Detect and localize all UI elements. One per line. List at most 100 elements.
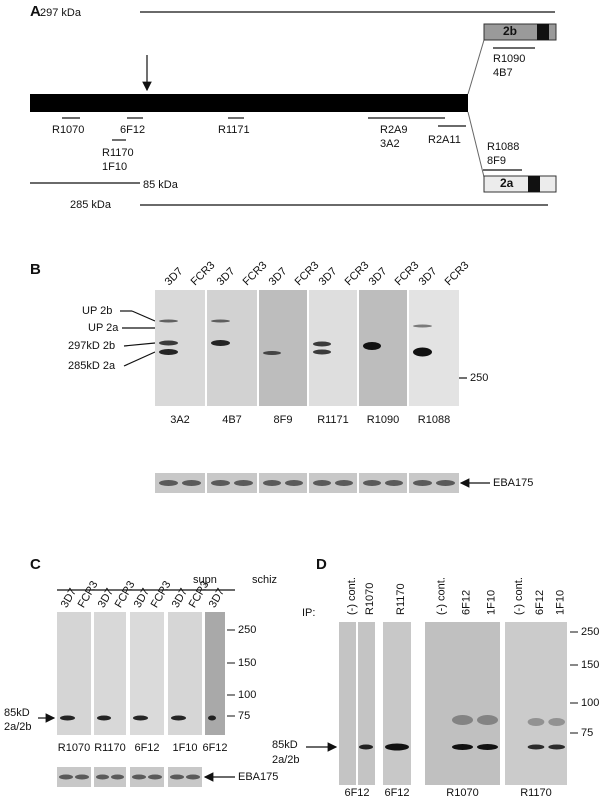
antibody-label: R2A11 [428,134,461,146]
antibody-label: R1171 [317,414,349,426]
band [263,480,281,486]
antibody-label: 8F9 [487,155,506,167]
band [452,744,473,750]
lane-label: 3D7 [215,265,238,288]
antibody-label: R1070 [52,124,84,136]
band-label: 85kD [272,739,298,751]
lane-label: 1F10 [485,590,497,615]
band [335,480,353,486]
lane-label: 6F12 [534,590,546,615]
band [170,774,184,780]
marker-label: 150 [238,657,256,669]
loading-label: EBA175 [238,771,278,783]
loading-blot [409,473,459,493]
lane-label: FCR3 [241,259,270,288]
blot [130,612,164,735]
isoform-label: 2b [503,24,517,38]
blot [207,290,257,406]
lane-label: 6F12 [460,590,472,615]
blot [94,612,126,735]
band [313,341,331,347]
panel-label: D [316,556,327,573]
band [436,480,455,486]
band-label: 85kD [4,707,30,719]
band [385,480,403,486]
lane-label: FCR3 [293,259,322,288]
loading-blot [309,473,357,493]
mw-label: 297 kDa [40,7,82,19]
blot [57,612,91,735]
blot [409,290,459,406]
band [313,480,331,486]
antibody-label: 8F9 [274,414,293,426]
lane-label: FCR3 [393,259,422,288]
antibody-label: 6F12 [202,742,227,754]
loading-blot [207,473,257,493]
loading-blot [155,473,205,493]
band [413,324,432,328]
antibody-label: 3A2 [380,138,400,150]
lane-label: FCR3 [443,259,472,288]
antibody-label: 1F10 [172,742,197,754]
antibody-label: 4B7 [493,67,513,79]
band [363,480,381,486]
band [75,774,89,780]
band-label: 2a/2b [4,721,32,733]
band-label: UP 2b [82,305,112,317]
band [548,744,566,750]
antibody-label: 6F12 [384,787,409,799]
ip-label: IP: [302,607,315,619]
loading-blot [57,767,91,787]
band [159,340,178,346]
band [211,480,230,486]
band [527,718,545,726]
band [413,480,432,486]
antibody-label: R1088 [418,414,450,426]
band [477,744,498,750]
marker-label: 75 [238,710,250,722]
blot [309,290,357,406]
band [133,715,148,721]
lane-label: (-) cont. [435,577,447,615]
panel-label: B [30,261,41,278]
band [211,340,230,346]
band-label: 297kD 2b [68,340,115,352]
schematic [30,11,557,206]
group-label: supn [193,574,217,586]
isoform-label: 2a [500,176,514,190]
lane-label: 3D7 [163,265,186,288]
band [171,715,186,721]
antibody-label: 4B7 [222,414,242,426]
antibody-label: 6F12 [120,124,145,136]
antibody-label: R1090 [493,53,525,65]
band [527,744,545,750]
lane-label: 1F10 [555,590,567,615]
blot [383,622,411,785]
band [182,480,201,486]
band [363,342,381,350]
blot [425,622,500,785]
band [59,774,73,780]
marker-label: 75 [581,727,593,739]
loading-label: EBA175 [493,477,533,489]
band [234,480,253,486]
loading-blot [130,767,164,787]
loading-blot [359,473,407,493]
marker-label: 250 [470,372,488,384]
lane-label: R1170 [395,583,407,615]
antibody-label: 1F10 [102,161,127,173]
band [313,349,331,355]
band [477,715,498,725]
mw-label: 285 kDa [70,199,112,211]
band-label: 2a/2b [272,754,300,766]
band [452,715,473,725]
band [132,774,146,780]
band-label: UP 2a [88,322,119,334]
band-label: 285kD 2a [68,360,116,372]
band [359,744,373,750]
blot [155,290,205,406]
leader-lines [120,310,467,379]
band [211,319,230,323]
mw-label: 85 kDa [143,179,179,191]
